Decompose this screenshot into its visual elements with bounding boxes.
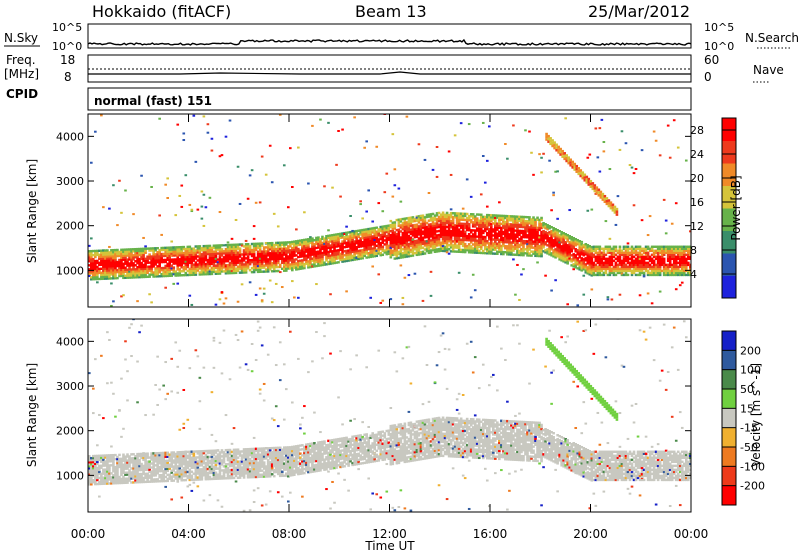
colorbar-swatch: [722, 140, 736, 164]
y-tick-label: 2000: [56, 220, 84, 233]
colorbar-tick-label: -50: [740, 441, 758, 454]
colorbar-tick-label: 16: [690, 196, 704, 209]
station-title: Hokkaido (fitACF): [92, 2, 231, 21]
colorbar-tick-label: 200: [740, 344, 761, 357]
colorbar-tick-label: 28: [690, 124, 704, 137]
x-tick-label: 04:00: [171, 527, 206, 541]
colorbar-swatch: [722, 275, 736, 299]
beam-title: Beam 13: [355, 2, 427, 21]
colorbar-swatch: [722, 331, 736, 351]
freq-tick-top-right: 60: [704, 53, 719, 67]
y-tick-label: 1000: [56, 469, 84, 482]
colorbar-tick-label: 50: [740, 383, 754, 396]
power-ylabel: Slant Range [km]: [25, 159, 39, 263]
colorbar-swatch: [722, 466, 736, 487]
x-tick-label: 08:00: [272, 527, 307, 541]
colorbar-swatch: [722, 427, 736, 448]
colorbar-tick-label: 100: [740, 364, 761, 377]
noise-tick-bottom-left: 10^0: [52, 40, 82, 53]
velocity-colorbar: 200 100 50 15 -15 -50 -100 -200 Velocity [m s^-…: [721, 330, 765, 506]
colorbar-swatch: [722, 208, 736, 231]
nave-label: Nave: [753, 63, 784, 77]
colorbar-tick-label: 4: [690, 268, 697, 281]
freq-tick-top-left: 18: [60, 53, 75, 67]
x-tick-label: 20:00: [573, 527, 608, 541]
cpid-value: normal (fast) 151: [94, 94, 212, 108]
colorbar-swatch: [722, 230, 736, 254]
colorbar-swatch: [722, 253, 736, 276]
freq-label-line2: [MHz]: [4, 67, 39, 81]
colorbar-tick-label: 8: [690, 244, 697, 257]
colorbar-swatch: [722, 350, 736, 371]
freq-tick-bottom-left: 8: [64, 70, 72, 84]
x-tick-label: 12:00: [372, 527, 407, 541]
cpid-strip: normal (fast) 151: [87, 87, 692, 111]
x-tick-label: 00:00: [71, 527, 106, 541]
nsearch-label: N.Search: [745, 31, 799, 45]
noise-tick-top-left: 10^5: [52, 21, 82, 34]
colorbar-swatch: [722, 389, 736, 409]
freq-label-line1: Freq.: [6, 53, 36, 67]
colorbar-swatch: [722, 485, 736, 506]
y-tick-label: 2000: [56, 425, 84, 438]
colorbar-tick-label: 20: [690, 172, 704, 185]
velocity-heatmap: [88, 319, 691, 512]
colorbar-swatch: [722, 447, 736, 467]
colorbar-swatch: [722, 369, 736, 390]
power-panel: 1000 2000 3000 4000 Slant Range [km]: [25, 113, 692, 308]
date-title: 25/Mar/2012: [588, 2, 690, 21]
velocity-colorbar-label: Velocity [m s^-1]: [749, 363, 763, 467]
colorbar-tick-label: -15: [740, 422, 758, 435]
colorbar-tick-label: -200: [740, 480, 765, 493]
noise-trace: [87, 38, 692, 46]
noise-tick-bottom-right: 10^0: [704, 40, 734, 53]
noise-tick-top-right: 10^5: [704, 21, 734, 34]
cpid-label: CPID: [6, 87, 38, 101]
x-tick-label: 16:00: [473, 527, 508, 541]
y-tick-label: 3000: [56, 380, 84, 393]
y-tick-label: 4000: [56, 335, 84, 348]
x-axis-ticks: 00:00 04:00 08:00 12:00 16:00 20:00 00:00: [71, 527, 709, 541]
colorbar-swatch: [722, 185, 736, 209]
power-heatmap: [88, 114, 691, 307]
x-tick-label: 00:00: [674, 527, 709, 541]
colorbar-swatch: [722, 408, 736, 429]
velocity-ylabel: Slant Range [km]: [25, 363, 39, 467]
y-tick-label: 4000: [56, 130, 84, 143]
y-tick-label: 3000: [56, 175, 84, 188]
y-tick-label: 1000: [56, 264, 84, 277]
colorbar-tick-label: -100: [740, 460, 765, 473]
velocity-panel: 1000 2000 3000 4000 Slant Range [km]: [25, 318, 692, 513]
x-axis-label: Time UT: [364, 539, 415, 553]
colorbar-tick-label: 15: [740, 402, 754, 415]
frequency-strip: 18 8 60 0 Freq. [MHz] Nave CPID: [4, 53, 784, 101]
colorbar-swatch: [722, 163, 736, 186]
colorbar-tick-label: 12: [690, 220, 704, 233]
power-colorbar: 4 8 12 16 20 24 28 Power [dB]: [690, 117, 743, 299]
freq-tick-bottom-right: 0: [704, 70, 712, 84]
noise-strip: 10^5 10^0 10^5 10^0 N.Sky N.Search: [4, 21, 799, 53]
nsky-label: N.Sky: [4, 31, 38, 45]
colorbar-tick-label: 24: [690, 148, 704, 161]
power-colorbar-label: Power [dB]: [729, 175, 743, 240]
